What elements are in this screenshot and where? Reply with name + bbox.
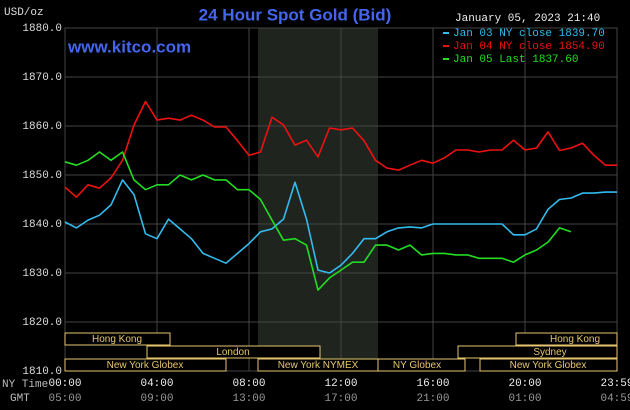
- legend-label: Jan 03 NY close 1839.70: [453, 28, 605, 40]
- sessions: Hong Kong London New York Globex New Yor…: [64, 332, 618, 372]
- gmt-tick-label: 17:00: [324, 393, 357, 405]
- session-label: New York NYMEX: [278, 360, 359, 371]
- session-box: [377, 358, 466, 372]
- y-tick-label: 1880.0: [22, 23, 62, 35]
- session-box: [64, 332, 171, 346]
- x-tick-label: 23:59: [600, 378, 630, 390]
- session-label: Hong Kong: [92, 334, 142, 345]
- y-tick-label: 1840.0: [22, 219, 62, 231]
- session-label: New York Globex: [107, 360, 184, 371]
- session-box: [64, 358, 227, 372]
- gmt-tick-label: 05:00: [48, 393, 81, 405]
- chart-title: 24 Hour Spot Gold (Bid): [199, 5, 392, 24]
- x-tick-label: 16:00: [416, 378, 449, 390]
- y-unit: USD/oz: [4, 7, 44, 19]
- nymex-shade: [258, 28, 378, 371]
- gmt-tick-label: 01:00: [508, 393, 541, 405]
- gmt-tick-label: 21:00: [416, 393, 449, 405]
- y-tick-label: 1830.0: [22, 268, 62, 280]
- session-box: [515, 332, 618, 346]
- series-line: [64, 179, 617, 274]
- x-axis-label: GMT: [10, 393, 30, 405]
- timestamp: January 05, 2023 21:40: [455, 13, 600, 25]
- gmt-tick-label: 13:00: [232, 393, 265, 405]
- x-tick-label: 20:00: [508, 378, 541, 390]
- x-axis-label: NY Time: [2, 379, 48, 391]
- y-tick-label: 1810.0: [22, 366, 62, 378]
- session-label: London: [216, 347, 249, 358]
- legend-label: Jan 05 Last 1837.60: [453, 54, 578, 66]
- series-line: [64, 151, 572, 291]
- session-label: New York Globex: [510, 360, 587, 371]
- x-tick-label: 00:00: [48, 378, 81, 390]
- x-tick-label: 12:00: [324, 378, 357, 390]
- session-box: [479, 358, 618, 372]
- series-line: [64, 100, 617, 198]
- legend-label: Jan 04 NY close 1854.90: [453, 41, 605, 53]
- session-label: Sydney: [533, 347, 566, 358]
- gmt-tick-label: 04:59: [600, 393, 630, 405]
- y-tick-label: 1850.0: [22, 170, 62, 182]
- x-tick-label: 08:00: [232, 378, 265, 390]
- session-label: NY Globex: [393, 360, 441, 371]
- session-label: Hong Kong: [550, 334, 600, 345]
- y-tick-label: 1870.0: [22, 72, 62, 84]
- y-tick-label: 1820.0: [22, 317, 62, 329]
- site-label: www.kitco.com: [67, 37, 191, 56]
- x-tick-label: 04:00: [140, 378, 173, 390]
- session-box: [457, 345, 618, 359]
- y-tick-label: 1860.0: [22, 121, 62, 133]
- session-box: [146, 345, 321, 359]
- gmt-tick-label: 09:00: [140, 393, 173, 405]
